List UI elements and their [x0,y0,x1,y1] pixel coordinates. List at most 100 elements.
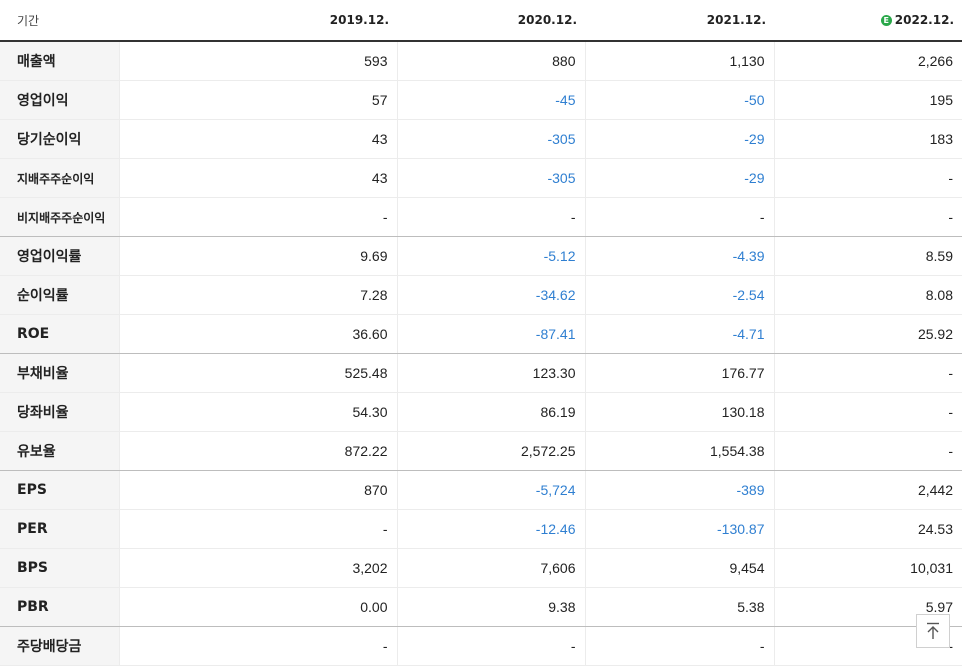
table-row: PER - -12.46 -130.87 24.53 [0,509,962,549]
table-cell: - [396,197,585,237]
row-label: ROE [0,314,119,354]
table-cell: 2,442 [773,470,962,510]
table-cell: 8.59 [773,236,962,276]
table-cell: 9.38 [396,587,585,627]
table-cell: 2,266 [773,41,962,81]
row-label: 영업이익 [0,80,119,120]
table-row: 당기순이익 43 -305 -29 183 [0,119,962,159]
table-cell: 7.28 [118,275,397,315]
table-cell: -50 [584,80,774,120]
table-row: 비지배주주순이익 - - - - [0,197,962,237]
table-cell: -29 [584,158,774,198]
table-header-row: 기간 2019.12. 2020.12. 2021.12. E 2022.12. [0,0,962,42]
row-label: 당기순이익 [0,119,119,159]
table-cell: -4.71 [584,314,774,354]
table-cell: 525.48 [118,353,397,393]
table-cell: 130.18 [584,392,774,432]
row-label: EPS [0,470,119,510]
table-cell: 86.19 [396,392,585,432]
table-cell: - [773,197,962,237]
table-cell: 3,202 [118,548,397,588]
period-header-label: 기간 [0,0,119,42]
table-cell: 54.30 [118,392,397,432]
row-label: 지배주주순이익 [0,158,119,198]
table-cell: 0.00 [118,587,397,627]
table-cell: 1,554.38 [584,431,774,471]
table-row: ROE 36.60 -87.41 -4.71 25.92 [0,314,962,354]
table-cell: -5,724 [396,470,585,510]
row-label: 비지배주주순이익 [0,197,119,237]
table-cell: 9,454 [584,548,774,588]
table-cell: -2.54 [584,275,774,315]
row-label: BPS [0,548,119,588]
row-label: 부채비율 [0,353,119,393]
table-cell: 195 [773,80,962,120]
table-cell: 43 [118,119,397,159]
table-cell: - [773,158,962,198]
period-header-2021: 2021.12. [585,0,774,42]
period-header-2020: 2020.12. [397,0,585,42]
row-label: PBR [0,587,119,627]
period-header-2022-label: 2022.12. [894,13,954,27]
table-cell: -87.41 [396,314,585,354]
table-row: 영업이익률 9.69 -5.12 -4.39 8.59 [0,236,962,276]
table-cell: -45 [396,80,585,120]
row-label: 유보율 [0,431,119,471]
table-cell: - [773,353,962,393]
table-cell: -34.62 [396,275,585,315]
table-cell: 36.60 [118,314,397,354]
table-cell: 870 [118,470,397,510]
estimate-badge-icon: E [880,15,892,26]
table-cell: 872.22 [118,431,397,471]
table-row: 유보율 872.22 2,572.25 1,554.38- [0,431,962,471]
row-label: 매출액 [0,41,119,81]
row-label: 순이익률 [0,275,119,315]
row-label: 영업이익률 [0,236,119,276]
period-header-2022: E 2022.12. [774,0,962,42]
scroll-to-top-button[interactable] [916,614,950,648]
table-cell: 7,606 [396,548,585,588]
row-label: 주당배당금 [0,626,119,666]
row-label: 당좌비율 [0,392,119,432]
table-cell: - [118,509,397,549]
table-cell: -5.12 [396,236,585,276]
arrow-up-icon [927,622,939,639]
table-cell: - [118,197,397,237]
table-cell: 183 [773,119,962,159]
table-cell: 2,572.25 [396,431,585,471]
table-row: 당좌비율 54.30 86.19 130.18- [0,392,962,432]
table-cell: 5.38 [584,587,774,627]
table-row: 부채비율 525.48 123.30 176.77- [0,353,962,393]
period-header-2019: 2019.12. [119,0,397,42]
table-cell: 8.08 [773,275,962,315]
table-row: PBR 0.00 9.38 5.38 5.97 [0,587,962,627]
table-cell: 10,031 [773,548,962,588]
table-cell: -4.39 [584,236,774,276]
table-cell: - [773,392,962,432]
table-cell: 176.77 [584,353,774,393]
table-cell: - [773,431,962,471]
table-cell: 1,130 [584,41,774,81]
table-cell: 24.53 [773,509,962,549]
table-row: 영업이익 57 -45 -50 195 [0,80,962,120]
table-cell: 43 [118,158,397,198]
table-cell: -305 [396,119,585,159]
table-cell: -389 [584,470,774,510]
table-cell: -12.46 [396,509,585,549]
table-row: EPS 870 -5,724 -389 2,442 [0,470,962,510]
table-cell: - [584,197,774,237]
table-cell: -130.87 [584,509,774,549]
table-cell: -29 [584,119,774,159]
table-cell: 9.69 [118,236,397,276]
table-cell: -305 [396,158,585,198]
table-cell: 880 [396,41,585,81]
table-row: 지배주주순이익 43 -305 -29- [0,158,962,198]
table-row: BPS 3,202 7,606 9,454 10,031 [0,548,962,588]
table-cell: 123.30 [396,353,585,393]
table-row: 매출액 593 880 1,130 2,266 [0,41,962,81]
table-cell: 57 [118,80,397,120]
table-row: 순이익률 7.28 -34.62 -2.54 8.08 [0,275,962,315]
table-cell: 25.92 [773,314,962,354]
table-cell: 593 [118,41,397,81]
